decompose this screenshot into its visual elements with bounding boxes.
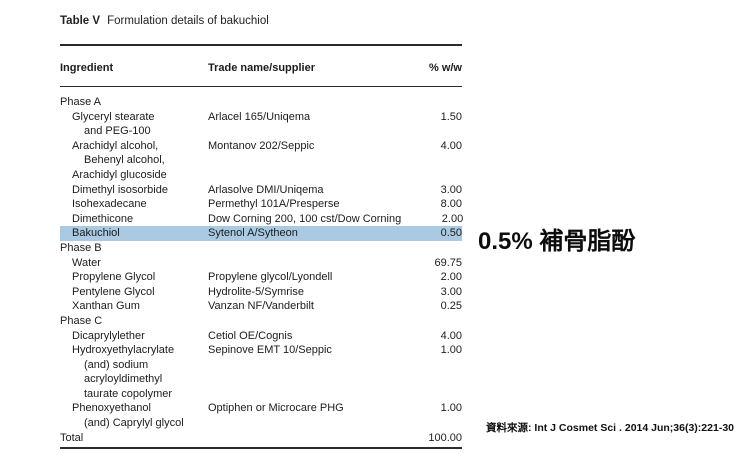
ingredient-line: Dimethicone [72,212,134,225]
column-header-trade-name: Trade name/supplier [208,62,315,74]
column-header-percent-ww: % w/w [428,62,462,74]
ingredient-line: (and) Caprylyl glycol [84,417,184,430]
ingredient-cell: Total [60,431,208,446]
trade-name-cell: Hydrolite-5/Symrise [208,285,304,298]
table-caption-label: Table V [60,15,101,27]
percent-ww-cell: 4.00 [440,329,462,342]
percent-ww-cell: 0.50 [440,227,462,240]
percent-ww-cell: 1.00 [440,402,462,415]
ingredient-cell: Pentylene Glycol [60,285,208,300]
trade-name-cell: Montanov 202/Seppic [208,139,315,152]
table-row-bakuchiol-highlighted: Bakuchiol Sytenol A/Sytheon 0.50 [60,226,462,241]
ingredient-cell: Phase A [60,95,208,110]
trade-name-cell: Cetiol OE/Cognis [208,329,293,342]
ingredient-line: Arachidyl glucoside [72,168,167,181]
ingredient-line: Pentylene Glycol [72,285,155,298]
table-row: Hydroxyethylacrylate (and) sodium acryloyl… [60,343,462,401]
percent-ww-cell: 3.00 [440,183,462,196]
ingredient-cell: Dicaprylylether [60,329,208,344]
ingredient-line: Dimethyl isosorbide [72,183,168,196]
table-row: Isohexadecane Permethyl 101A/Presperse 8.0… [60,197,462,212]
formulation-table: Table V Formulation details of bakuchiol … [60,14,464,450]
table-row: Phase B [60,241,462,256]
trade-name-cell: Arlasolve DMI/Uniqema [208,183,324,196]
trade-name-cell: Propylene glycol/Lyondell [208,271,333,284]
table-header-row: Ingredient Trade name/supplier % w/w [60,46,462,86]
ingredient-line: Bakuchiol [72,227,120,240]
table-row: Propylene Glycol Propylene glycol/Lyondel… [60,270,462,285]
table-row: Pentylene Glycol Hydrolite-5/Symrise 3.00 [60,285,462,300]
ingredient-line: Phenoxyethanol [72,402,151,415]
table-row: Arachidyl alcohol, Behenyl alcohol, Arachi… [60,139,462,183]
table-header-rule [60,86,462,87]
trade-name-cell: Optiphen or Microcare PHG [208,402,344,415]
table-row: Total 100.00 [60,431,462,446]
bakuchiol-percentage-annotation: 0.5% 補骨脂酚 [478,228,636,255]
ingredient-line: (and) sodium [84,358,149,371]
trade-name-cell: Permethyl 101A/Presperse [208,198,340,211]
ingredient-cell: Bakuchiol [60,226,208,241]
percent-ww-cell: 100.00 [428,431,462,444]
ingredient-cell: Arachidyl alcohol, Behenyl alcohol, Arachi… [60,139,208,183]
ingredient-line: Hydroxyethylacrylate [72,344,175,357]
table-row: Phase C [60,314,462,329]
ingredient-cell: Hydroxyethylacrylate (and) sodium acryloyl… [60,343,208,401]
table-row: Water 69.75 [60,256,462,271]
ingredient-line: Dicaprylylether [72,329,145,342]
column-header-ingredient: Ingredient [60,62,114,74]
ingredient-cell: Propylene Glycol [60,270,208,285]
table-caption-text: Formulation details of bakuchiol [107,15,269,27]
ingredient-line: Isohexadecane [72,198,147,211]
ingredient-cell: Water [60,256,208,271]
trade-name-cell: Dow Corning 200, 100 cst/Dow Corning [208,212,402,225]
ingredient-line: Behenyl alcohol, [84,154,165,167]
ingredient-line: Phase C [60,314,103,327]
percent-ww-cell: 1.00 [440,344,462,357]
ingredient-line: Arachidyl alcohol, [72,139,159,152]
ingredient-line: Phase A [60,96,101,108]
ingredient-line: Xanthan Gum [72,300,140,313]
ingredient-cell: Phenoxyethanol (and) Caprylyl glycol [60,401,208,430]
percent-ww-cell: 3.00 [440,285,462,298]
table-row: Dicaprylylether Cetiol OE/Cognis 4.00 [60,329,462,344]
table-bottom-rule [60,447,462,450]
trade-name-cell: Arlacel 165/Uniqema [208,110,311,123]
percent-ww-cell: 2.00 [441,212,464,225]
trade-name-cell: Sytenol A/Sytheon [208,227,298,240]
ingredient-cell: Dimethicone [60,212,208,227]
table-top-rule [60,44,462,46]
ingredient-cell: Glyceryl stearate and PEG-100 [60,110,208,139]
ingredient-line: acryloyldimethyl [84,373,163,386]
table-body: Phase A Glyceryl stearate and PEG-100 Arlac… [60,87,464,447]
table-row: Dimethicone Dow Corning 200, 100 cst/Dow … [60,212,464,227]
table-caption: Table V Formulation details of bakuchiol [60,14,462,44]
ingredient-cell: Phase C [60,314,208,329]
trade-name-cell: Sepinove EMT 10/Seppic [208,344,332,357]
ingredient-cell: Xanthan Gum [60,299,208,314]
percent-ww-cell: 1.50 [440,110,462,123]
table-row: Dimethyl isosorbide Arlasolve DMI/Uniqema… [60,183,462,198]
trade-name-cell: Vanzan NF/Vanderbilt [208,300,314,313]
percent-ww-cell: 4.00 [440,139,462,152]
table-row: Phenoxyethanol (and) Caprylyl glycol Optip… [60,401,462,430]
table-row: Glyceryl stearate and PEG-100 Arlacel 165/… [60,110,462,139]
ingredient-line: Water [72,256,101,269]
ingredient-line: taurate copolymer [84,387,173,400]
ingredient-line: Phase B [60,241,102,254]
ingredient-line: Propylene Glycol [72,271,156,284]
ingredient-line: Glyceryl stearate [72,110,155,123]
ingredient-line: and PEG-100 [84,125,151,138]
ingredient-line: Total [60,431,84,444]
percent-ww-cell: 69.75 [434,256,462,269]
source-citation: 資料來源: Int J Cosmet Sci . 2014 Jun;36(3):… [486,422,734,434]
table-row: Phase A [60,95,462,110]
ingredient-cell: Dimethyl isosorbide [60,183,208,198]
ingredient-cell: Isohexadecane [60,197,208,212]
table-row: Xanthan Gum Vanzan NF/Vanderbilt 0.25 [60,299,462,314]
percent-ww-cell: 8.00 [440,198,462,211]
ingredient-cell: Phase B [60,241,208,256]
percent-ww-cell: 2.00 [440,271,462,284]
percent-ww-cell: 0.25 [440,300,462,313]
